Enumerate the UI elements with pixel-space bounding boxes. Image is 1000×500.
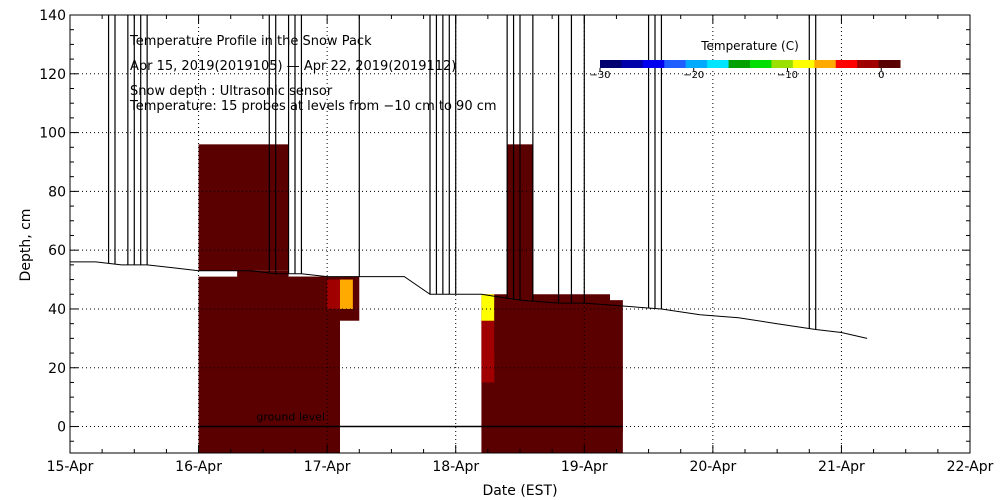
x-tick-label: 17-Apr [304, 459, 351, 475]
axis-ticks [69, 14, 971, 453]
y-tick-label: 60 [48, 243, 66, 259]
heatmap-cell [237, 270, 289, 339]
y-tick-label: 100 [39, 126, 66, 142]
heatmap-cell [340, 279, 353, 309]
colorbar-title: Temperature (C) [700, 39, 799, 53]
colorbar-swatch [771, 60, 794, 68]
colorbar-tick-label: 0 [878, 70, 884, 81]
info-line-temperature: Temperature: 15 probes at levels from −1… [129, 99, 497, 114]
heatmap-cell [327, 279, 340, 309]
x-tick-label: 16-Apr [175, 459, 222, 475]
x-tick-label: 22-Apr [947, 459, 994, 475]
colorbar-tick-label: −10 [777, 70, 798, 81]
colorbar-swatch [600, 60, 622, 68]
ground-level-label: ground level [256, 411, 325, 424]
colorbar-swatch [792, 60, 815, 68]
colorbar-swatch [642, 60, 665, 68]
colorbar-tick-label: −20 [683, 70, 704, 81]
colorbar-swatch [685, 60, 708, 68]
y-tick-label: 140 [39, 8, 66, 24]
x-tick-label: 20-Apr [689, 459, 736, 475]
chart-title: Temperature Profile in the Snow Pack [129, 34, 372, 49]
x-tick-label: 15-Apr [47, 459, 94, 475]
y-tick-label: 20 [48, 361, 66, 377]
snow-depth-line [70, 261, 868, 339]
heatmap-cell [198, 144, 289, 271]
x-tick-label: 21-Apr [818, 459, 865, 475]
heatmap-cell [610, 400, 623, 433]
sensor-spikes [107, 15, 817, 330]
colorbar-swatch [857, 60, 880, 68]
info-line-snow-depth: Snow depth : Ultrasonic sensor [130, 84, 333, 99]
colorbar-swatch [750, 60, 772, 68]
colorbar-swatch [664, 60, 687, 68]
y-axis-label: Depth, cm [18, 209, 34, 282]
heatmap-cell [481, 294, 495, 321]
x-tick-label: 18-Apr [432, 459, 479, 475]
y-tick-labels: 0 20 40 60 80 100 120 140 [39, 8, 66, 436]
y-tick-label: 40 [48, 302, 66, 318]
heatmap-cell [520, 400, 546, 433]
colorbar-swatch [835, 60, 858, 68]
colorbar-swatch [707, 60, 730, 68]
y-tick-label: 120 [39, 67, 66, 83]
y-tick-label: 0 [57, 420, 66, 436]
colorbar-swatch [621, 60, 644, 68]
y-tick-label: 80 [48, 184, 66, 200]
x-tick-labels: 15-Apr 16-Apr 17-Apr 18-Apr 19-Apr 20-Apr 21-A… [47, 459, 994, 475]
temperature-heatmap [198, 144, 623, 453]
colorbar-swatch [814, 60, 837, 68]
temperature-colorbar: −30 −20 −10 0 [589, 60, 901, 81]
colorbar-swatch [728, 60, 751, 68]
x-axis-label: Date (EST) [482, 483, 557, 499]
colorbar-swatch [878, 60, 901, 68]
colorbar-tick-label: −30 [589, 70, 610, 81]
chart-subtitle: Apr 15, 2019(2019105) — Apr 22, 2019(201… [130, 59, 456, 74]
x-tick-label: 19-Apr [561, 459, 608, 475]
